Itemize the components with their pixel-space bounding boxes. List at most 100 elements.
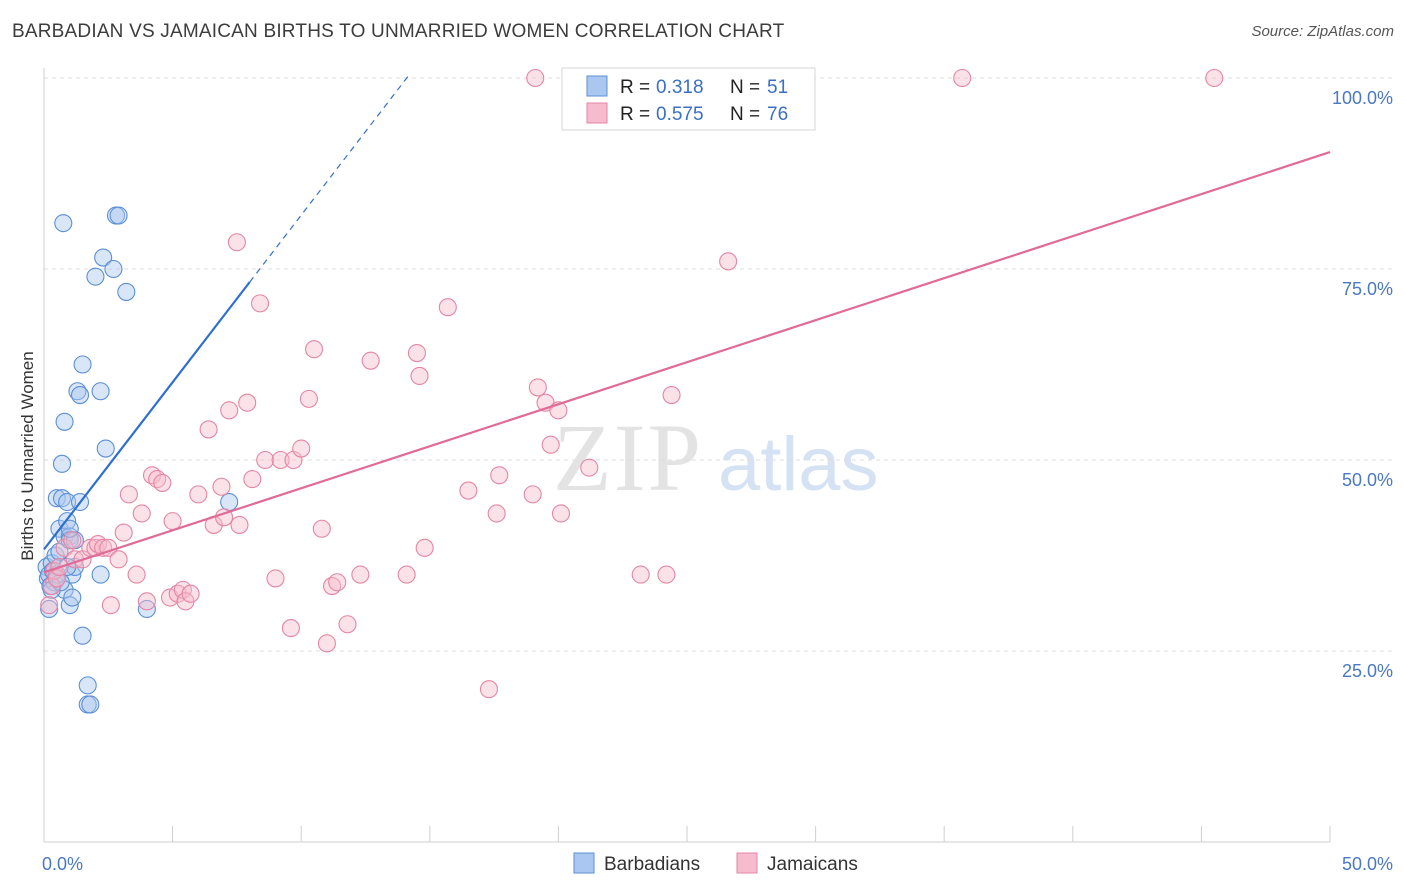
trend-lines	[43, 74, 1331, 574]
jamaican-point-44	[281, 619, 300, 638]
series-legend: Barbadians Jamaicans	[573, 852, 858, 875]
jamaican-point-77	[953, 68, 972, 88]
barbadian-point-30	[73, 626, 92, 645]
source-label: Source: ZipAtlas.com	[1251, 23, 1394, 40]
jamaican-point-15	[109, 550, 128, 569]
barbadian-point-39	[104, 259, 123, 279]
jamaican-point-62	[479, 680, 499, 699]
barbadian-point-33	[81, 695, 100, 714]
chart-title: BARBADIAN VS JAMAICAN BIRTHS TO UNMARRIE…	[12, 21, 785, 42]
jamaican-point-39	[243, 470, 262, 489]
jamaican-point-76	[719, 252, 738, 271]
jamaican-point-55	[361, 351, 380, 370]
jamaican-point-63	[487, 504, 506, 523]
y-tick-label-25: 25.0%	[1342, 661, 1393, 681]
barbadian-point-44	[220, 492, 239, 512]
barbadian-trend-line	[43, 281, 251, 551]
jamaican-point-36	[227, 233, 246, 252]
jamaican-trend-line	[43, 151, 1331, 574]
jamaican-point-74	[657, 565, 676, 584]
barbadian-point-34	[86, 267, 105, 286]
jamaican-point-37	[230, 515, 249, 534]
jamaican-point-61	[459, 481, 478, 500]
barbadian-trend-extension	[249, 74, 410, 283]
barbadian-point-38	[96, 439, 115, 458]
legend-swatch-barbadians	[586, 75, 608, 97]
legend-n-value-1: 51	[767, 77, 788, 98]
barbadian-point-37	[94, 248, 113, 267]
jamaican-point-49	[312, 519, 331, 538]
jamaican-point-75	[662, 386, 681, 405]
jamaican-point-46	[292, 439, 311, 458]
jamaican-point-78	[1205, 68, 1224, 88]
y-tick-label-100: 100.0%	[1332, 88, 1393, 108]
jamaican-point-38	[238, 393, 257, 412]
jamaican-point-60	[438, 298, 457, 317]
jamaican-point-17	[119, 485, 138, 504]
jamaican-point-40	[250, 294, 270, 313]
legend-swatch-jamaicans	[586, 102, 608, 124]
y-tick-label-75: 75.0%	[1342, 279, 1393, 299]
jamaican-point-30	[189, 485, 208, 504]
jamaican-point-41	[256, 450, 275, 470]
jamaican-point-52	[328, 573, 347, 592]
jamaican-points	[40, 68, 1224, 699]
jamaican-point-65	[523, 485, 542, 504]
jamaican-point-71	[551, 504, 571, 523]
jamaican-point-42	[266, 569, 285, 588]
jamaican-point-29	[181, 584, 200, 603]
gridlines	[44, 77, 1393, 652]
legend-n-label-2: N =	[730, 104, 760, 125]
jamaican-point-69	[541, 435, 560, 454]
barbadian-point-31	[78, 676, 97, 695]
legend-r-label-2: R =	[620, 104, 650, 125]
jamaican-point-23	[153, 473, 172, 492]
jamaican-point-25	[163, 512, 182, 531]
y-axis-label: Births to Unmarried Women	[18, 351, 37, 560]
jamaican-point-20	[137, 592, 156, 611]
jamaican-point-64	[490, 466, 509, 485]
jamaican-point-6	[63, 531, 82, 550]
barbadian-point-43	[137, 599, 156, 619]
jamaican-point-5	[55, 538, 74, 557]
barbadian-point-29	[73, 355, 92, 374]
barbadian-point-41	[109, 206, 128, 225]
barbadian-point-12	[52, 454, 72, 473]
axes	[43, 68, 1331, 843]
legend-r-value-1: 0.318	[656, 77, 704, 98]
jamaican-point-47	[299, 389, 318, 408]
barbadian-point-9	[47, 489, 66, 508]
bottom-legend-jamaicans: Jamaicans	[767, 854, 858, 875]
barbadian-point-18	[58, 492, 77, 512]
legend-r-label-1: R =	[620, 77, 650, 98]
jamaican-point-50	[317, 634, 336, 653]
jamaican-point-57	[407, 343, 426, 363]
jamaican-point-58	[410, 366, 429, 386]
x-tick-label-max: 50.0%	[1342, 854, 1393, 874]
bottom-legend-barbadians: Barbadians	[604, 854, 700, 875]
jamaican-point-48	[305, 340, 324, 359]
jamaican-point-33	[212, 477, 231, 496]
jamaican-point-67	[528, 378, 547, 397]
bottom-legend-swatch-jamaicans	[736, 852, 758, 874]
x-tick-label-min: 0.0%	[42, 854, 83, 874]
legend-r-value-2: 0.575	[656, 104, 704, 125]
jamaican-point-19	[132, 504, 151, 523]
jamaican-point-54	[351, 565, 370, 584]
legend-n-value-2: 76	[767, 104, 788, 125]
stats-legend: R = 0.318 N = 51 R = 0.575 N = 76	[561, 67, 816, 131]
barbadian-point-27	[70, 386, 90, 405]
jamaican-point-35	[220, 401, 239, 420]
barbadian-point-14	[55, 412, 74, 431]
barbadian-point-42	[117, 282, 136, 301]
jamaican-point-18	[127, 565, 146, 584]
bottom-legend-swatch-barbadians	[573, 852, 595, 874]
jamaican-point-72	[580, 458, 599, 477]
jamaican-point-56	[397, 565, 416, 584]
jamaican-point-53	[338, 615, 357, 634]
jamaican-point-66	[526, 68, 545, 88]
jamaican-point-43	[271, 450, 290, 470]
barbadian-point-22	[63, 588, 82, 607]
barbadian-point-35	[91, 565, 110, 584]
